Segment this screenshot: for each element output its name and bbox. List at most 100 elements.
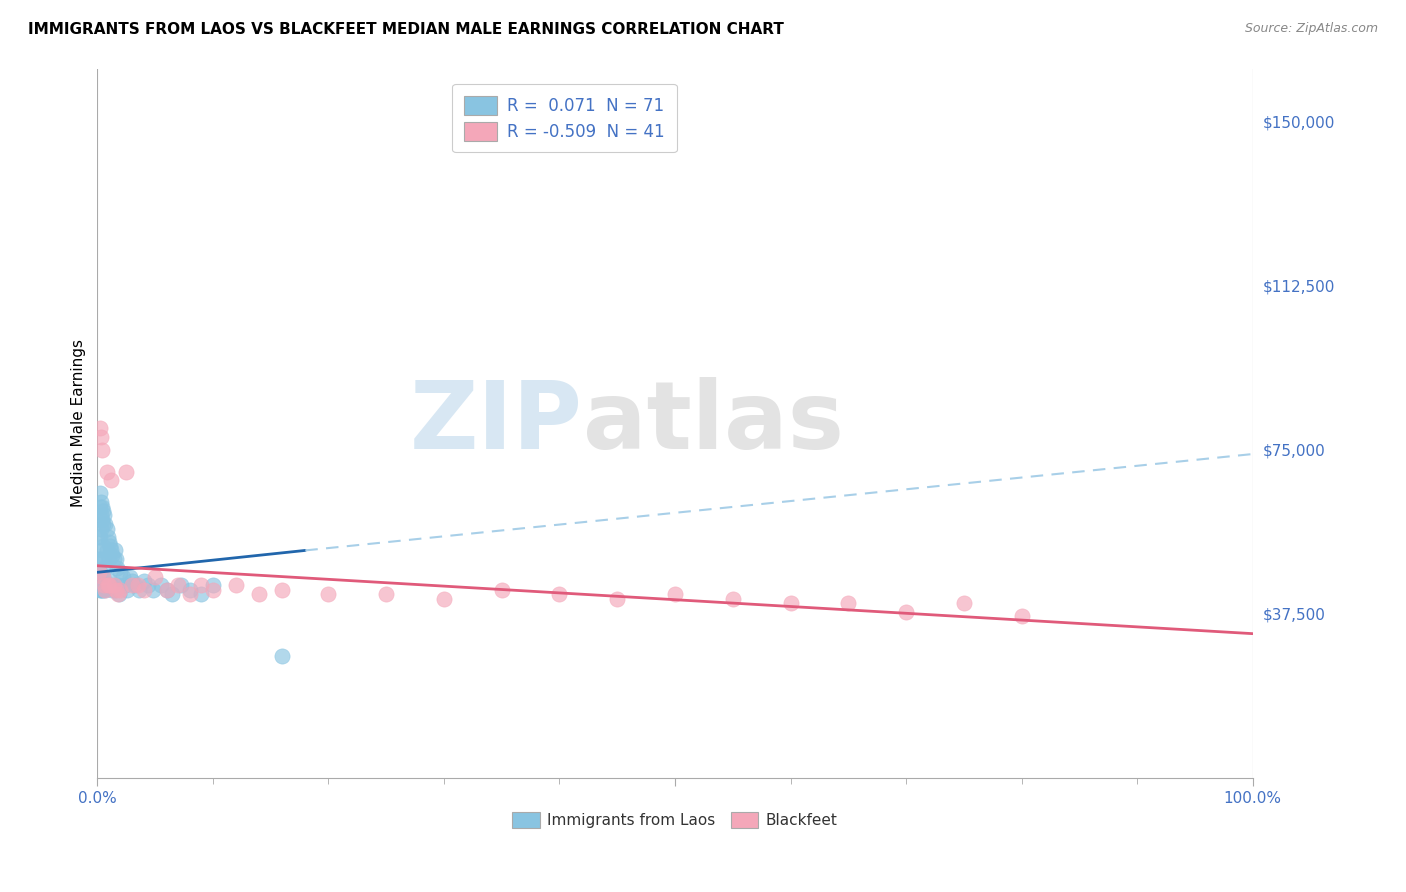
- Point: [271, 582, 294, 597]
- Point: [169, 578, 191, 592]
- Point: [318, 587, 340, 601]
- Point: [97, 578, 120, 592]
- Point: [108, 587, 131, 601]
- Point: [271, 648, 294, 663]
- Point: [90, 522, 112, 536]
- Point: [100, 578, 122, 592]
- Point: [142, 582, 165, 597]
- Point: [114, 578, 136, 592]
- Point: [91, 582, 114, 597]
- Point: [91, 442, 114, 457]
- Point: [104, 552, 127, 566]
- Point: [93, 552, 115, 566]
- Point: [156, 582, 179, 597]
- Point: [93, 578, 115, 592]
- Point: [91, 513, 114, 527]
- Y-axis label: Median Male Earnings: Median Male Earnings: [72, 339, 86, 508]
- Point: [97, 578, 120, 592]
- Point: [93, 578, 115, 592]
- Point: [105, 561, 128, 575]
- Point: [149, 578, 172, 592]
- Text: ZIP: ZIP: [409, 377, 582, 469]
- Point: [87, 566, 110, 580]
- Point: [90, 495, 112, 509]
- Point: [96, 578, 118, 592]
- Point: [433, 591, 456, 606]
- Point: [190, 578, 212, 592]
- Point: [124, 578, 146, 592]
- Point: [190, 587, 212, 601]
- Point: [128, 582, 150, 597]
- Point: [97, 534, 120, 549]
- Point: [94, 582, 117, 597]
- Point: [179, 587, 201, 601]
- Point: [101, 582, 124, 597]
- Point: [89, 582, 111, 597]
- Point: [107, 587, 129, 601]
- Point: [104, 582, 127, 597]
- Point: [132, 574, 155, 588]
- Point: [225, 578, 247, 592]
- Point: [91, 500, 114, 514]
- Point: [107, 578, 129, 592]
- Point: [103, 578, 125, 592]
- Point: [98, 574, 121, 588]
- Point: [90, 582, 112, 597]
- Point: [89, 566, 111, 580]
- Text: IMMIGRANTS FROM LAOS VS BLACKFEET MEDIAN MALE EARNINGS CORRELATION CHART: IMMIGRANTS FROM LAOS VS BLACKFEET MEDIAN…: [28, 22, 785, 37]
- Point: [90, 570, 112, 584]
- Point: [98, 539, 121, 553]
- Point: [167, 578, 190, 592]
- Point: [894, 605, 917, 619]
- Point: [721, 591, 744, 606]
- Point: [91, 570, 114, 584]
- Point: [91, 543, 114, 558]
- Point: [91, 539, 114, 553]
- Point: [91, 504, 114, 518]
- Point: [664, 587, 686, 601]
- Point: [201, 578, 224, 592]
- Point: [121, 574, 143, 588]
- Point: [779, 596, 801, 610]
- Point: [136, 578, 159, 592]
- Point: [606, 591, 628, 606]
- Point: [91, 582, 114, 597]
- Point: [115, 465, 138, 479]
- Point: [89, 500, 111, 514]
- Point: [91, 570, 114, 584]
- Point: [87, 566, 110, 580]
- Point: [548, 587, 571, 601]
- Point: [93, 508, 115, 523]
- Point: [111, 570, 134, 584]
- Point: [96, 543, 118, 558]
- Point: [96, 465, 118, 479]
- Point: [97, 578, 120, 592]
- Legend: Immigrants from Laos, Blackfeet: Immigrants from Laos, Blackfeet: [506, 806, 844, 834]
- Point: [118, 570, 141, 584]
- Point: [162, 587, 184, 601]
- Point: [179, 582, 201, 597]
- Point: [87, 530, 110, 544]
- Point: [89, 530, 111, 544]
- Point: [94, 561, 117, 575]
- Point: [121, 578, 143, 592]
- Point: [91, 570, 114, 584]
- Point: [90, 429, 112, 443]
- Point: [201, 582, 224, 597]
- Text: Source: ZipAtlas.com: Source: ZipAtlas.com: [1244, 22, 1378, 36]
- Point: [127, 578, 149, 592]
- Point: [91, 517, 114, 532]
- Point: [375, 587, 398, 601]
- Point: [1011, 609, 1033, 624]
- Point: [104, 543, 127, 558]
- Point: [103, 552, 125, 566]
- Point: [953, 596, 976, 610]
- Point: [132, 582, 155, 597]
- Point: [156, 582, 179, 597]
- Point: [97, 530, 120, 544]
- Point: [89, 421, 111, 435]
- Point: [837, 596, 859, 610]
- Point: [100, 543, 122, 558]
- Point: [90, 552, 112, 566]
- Point: [110, 582, 132, 597]
